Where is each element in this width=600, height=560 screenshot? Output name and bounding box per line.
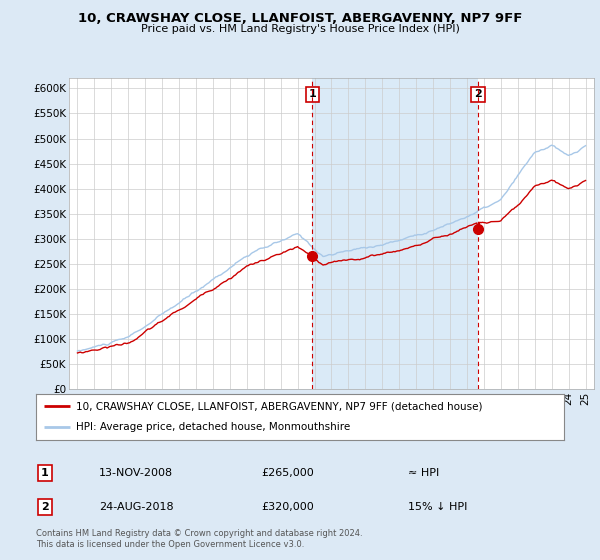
Text: £320,000: £320,000: [261, 502, 314, 512]
Text: £265,000: £265,000: [261, 468, 314, 478]
Text: 24-AUG-2018: 24-AUG-2018: [99, 502, 173, 512]
Text: 15% ↓ HPI: 15% ↓ HPI: [408, 502, 467, 512]
Text: 1: 1: [41, 468, 49, 478]
Text: 1: 1: [308, 89, 316, 99]
Text: 2: 2: [474, 89, 482, 99]
Text: 2: 2: [41, 502, 49, 512]
Bar: [313, 78, 478, 389]
Text: HPI: Average price, detached house, Monmouthshire: HPI: Average price, detached house, Monm…: [76, 422, 350, 432]
Text: ≈ HPI: ≈ HPI: [408, 468, 439, 478]
Text: Contains HM Land Registry data © Crown copyright and database right 2024.
This d: Contains HM Land Registry data © Crown c…: [36, 529, 362, 549]
Text: 13-NOV-2008: 13-NOV-2008: [99, 468, 173, 478]
Text: 10, CRAWSHAY CLOSE, LLANFOIST, ABERGAVENNY, NP7 9FF (detached house): 10, CRAWSHAY CLOSE, LLANFOIST, ABERGAVEN…: [76, 401, 482, 411]
Text: 10, CRAWSHAY CLOSE, LLANFOIST, ABERGAVENNY, NP7 9FF: 10, CRAWSHAY CLOSE, LLANFOIST, ABERGAVEN…: [78, 12, 522, 25]
Text: Price paid vs. HM Land Registry's House Price Index (HPI): Price paid vs. HM Land Registry's House …: [140, 24, 460, 34]
